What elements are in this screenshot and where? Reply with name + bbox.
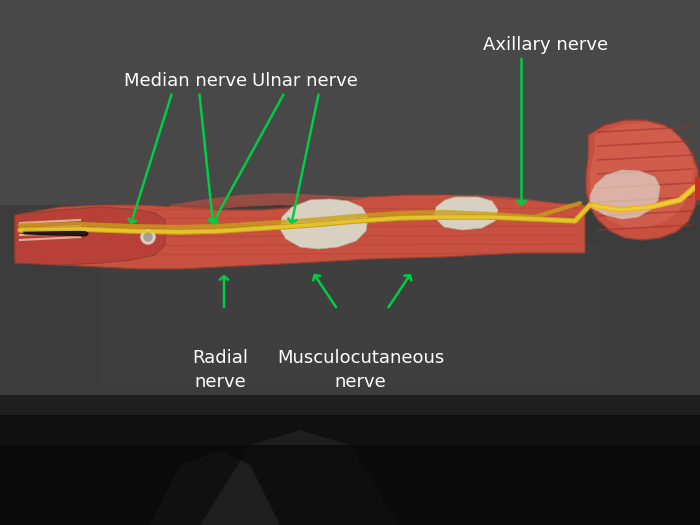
Polygon shape <box>170 193 555 215</box>
Text: Median nerve: Median nerve <box>124 72 247 90</box>
Polygon shape <box>0 0 700 285</box>
Polygon shape <box>586 120 698 240</box>
Circle shape <box>141 230 155 244</box>
Polygon shape <box>100 245 600 385</box>
Circle shape <box>144 233 152 241</box>
Polygon shape <box>0 205 700 405</box>
Polygon shape <box>590 170 660 219</box>
Polygon shape <box>15 195 585 269</box>
Text: Ulnar nerve: Ulnar nerve <box>251 72 358 90</box>
Text: Musculocutaneous
nerve: Musculocutaneous nerve <box>277 349 444 391</box>
Polygon shape <box>0 415 700 525</box>
Polygon shape <box>280 199 368 249</box>
Text: Radial
nerve: Radial nerve <box>193 349 248 391</box>
Polygon shape <box>0 445 700 525</box>
Polygon shape <box>0 395 700 525</box>
Text: Axillary nerve: Axillary nerve <box>484 36 608 54</box>
Polygon shape <box>434 197 498 230</box>
Polygon shape <box>695 177 700 200</box>
Polygon shape <box>590 122 694 228</box>
Polygon shape <box>15 207 165 265</box>
